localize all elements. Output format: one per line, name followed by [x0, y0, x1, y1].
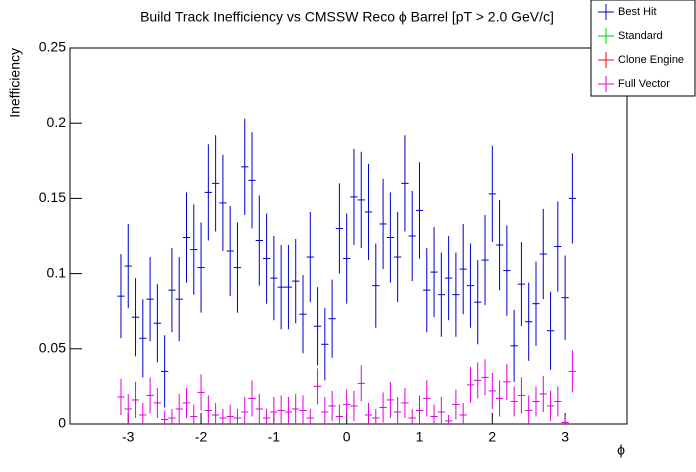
- x-tick-label: 2: [488, 429, 496, 445]
- legend-label: Standard: [618, 30, 663, 42]
- x-axis-label: ϕ: [617, 442, 625, 458]
- legend-label: Best Hit: [618, 6, 657, 18]
- y-tick-label: 0: [58, 415, 66, 431]
- y-tick-label: 0.2: [47, 114, 67, 130]
- y-tick-label: 0.1: [47, 264, 67, 280]
- legend-label: Full Vector: [618, 78, 670, 90]
- y-tick-label: 0.05: [39, 340, 66, 356]
- chart-title: Build Track Inefficiency vs CMSSW Reco ϕ…: [140, 9, 554, 25]
- y-axis-label: Inefficiency: [7, 48, 23, 118]
- x-tick-label: -1: [268, 429, 281, 445]
- x-tick-label: 3: [561, 429, 569, 445]
- x-tick-label: -2: [195, 429, 208, 445]
- x-tick-label: 1: [416, 429, 424, 445]
- plot-frame: [69, 47, 628, 425]
- legend-box: [590, 0, 696, 97]
- y-tick-label: 0.25: [39, 39, 66, 55]
- x-tick-label: -3: [122, 429, 135, 445]
- y-tick-label: 0.15: [39, 189, 66, 205]
- legend-label: Clone Engine: [618, 54, 684, 66]
- x-tick-label: 0: [343, 429, 351, 445]
